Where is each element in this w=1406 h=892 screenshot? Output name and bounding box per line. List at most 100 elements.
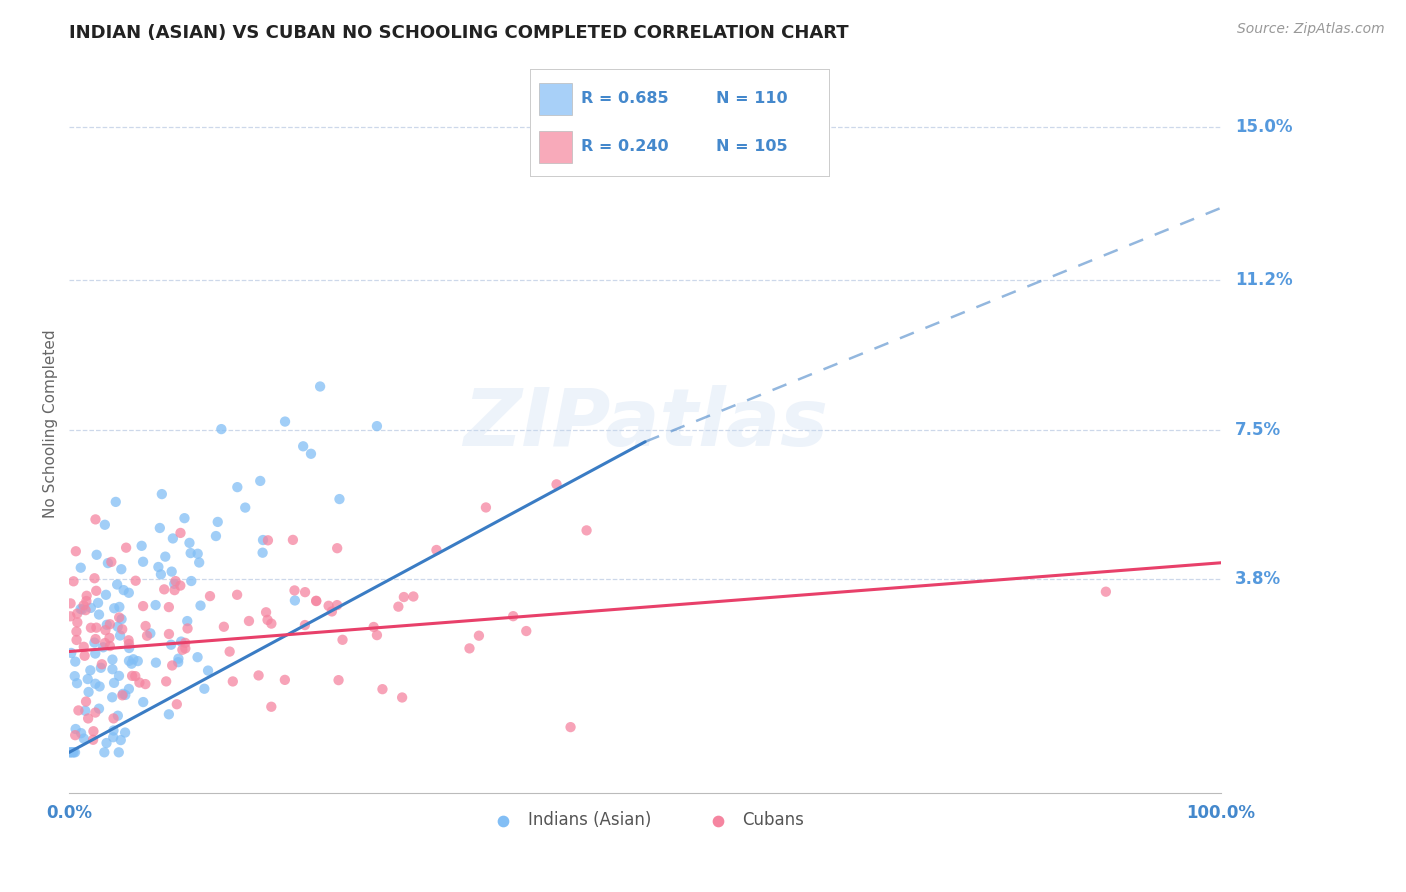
Point — [121, 657, 143, 671]
Point — [299, 447, 322, 461]
Point — [284, 593, 307, 607]
Point — [117, 633, 139, 648]
Point — [77, 685, 100, 699]
Point — [84, 512, 107, 526]
Point — [145, 598, 167, 612]
Point — [135, 619, 157, 633]
Point — [132, 555, 155, 569]
Point — [157, 600, 180, 615]
Point — [100, 555, 122, 569]
Point — [252, 546, 274, 560]
Point — [84, 706, 107, 720]
Point — [128, 675, 150, 690]
Point — [91, 640, 114, 655]
Text: 3.8%: 3.8% — [1234, 570, 1281, 588]
Point — [163, 577, 186, 591]
Point — [84, 583, 107, 598]
Point — [170, 634, 193, 648]
Point — [458, 641, 481, 656]
Point — [83, 635, 105, 649]
Point — [90, 657, 112, 672]
Text: ZIPatlas: ZIPatlas — [463, 384, 828, 463]
Point — [131, 539, 153, 553]
Point — [73, 731, 96, 746]
Point — [59, 745, 82, 759]
Point — [145, 656, 167, 670]
Point — [173, 511, 195, 525]
Point — [108, 669, 131, 683]
Point — [76, 589, 98, 603]
Point — [98, 631, 121, 645]
Text: 15.0%: 15.0% — [1234, 118, 1292, 136]
Point — [124, 574, 146, 588]
Point — [502, 609, 524, 624]
Point — [90, 661, 112, 675]
Point — [112, 583, 135, 598]
Point — [180, 574, 202, 588]
Text: 7.5%: 7.5% — [1234, 421, 1281, 439]
Point — [226, 588, 249, 602]
Point — [294, 618, 316, 632]
Point — [328, 673, 350, 687]
Point — [149, 567, 172, 582]
Point — [84, 677, 107, 691]
Point — [94, 517, 117, 532]
Point — [103, 723, 125, 738]
Point — [212, 620, 235, 634]
Point — [65, 544, 87, 558]
Point — [69, 602, 91, 616]
Point — [82, 732, 104, 747]
Point — [104, 495, 127, 509]
Point — [103, 730, 125, 744]
Point — [179, 536, 201, 550]
Point — [73, 640, 96, 654]
Point — [107, 745, 129, 759]
Point — [180, 546, 202, 560]
Point — [121, 669, 143, 683]
Point — [67, 703, 90, 717]
Point — [560, 720, 582, 734]
Point — [174, 636, 197, 650]
Point — [169, 578, 191, 592]
Point — [160, 658, 183, 673]
Point — [108, 628, 131, 642]
Point — [96, 736, 118, 750]
Point — [260, 616, 283, 631]
Point — [274, 415, 297, 429]
Point — [118, 637, 141, 651]
Point — [546, 477, 568, 491]
Point — [75, 594, 97, 608]
Point — [65, 722, 87, 736]
Point — [69, 560, 91, 574]
Point — [108, 610, 131, 624]
Point — [86, 548, 108, 562]
Point — [87, 701, 110, 715]
Point — [149, 521, 172, 535]
Point — [127, 654, 149, 668]
Point — [107, 620, 129, 634]
Point — [134, 677, 156, 691]
Point — [402, 590, 425, 604]
Point — [118, 586, 141, 600]
Point — [169, 525, 191, 540]
Point — [363, 620, 385, 634]
Point — [190, 599, 212, 613]
Point — [425, 543, 447, 558]
Point — [132, 695, 155, 709]
Point — [77, 711, 100, 725]
Point — [63, 728, 86, 742]
Point — [101, 662, 124, 676]
Point — [79, 663, 101, 677]
Point — [157, 707, 180, 722]
Point — [101, 690, 124, 705]
Point — [209, 422, 232, 436]
Point — [75, 603, 97, 617]
Point — [387, 599, 409, 614]
Point — [84, 632, 107, 646]
Point — [281, 533, 304, 547]
Point — [274, 673, 297, 687]
Point — [366, 419, 388, 434]
Point — [392, 590, 415, 604]
Point — [93, 745, 115, 759]
Point — [160, 638, 183, 652]
